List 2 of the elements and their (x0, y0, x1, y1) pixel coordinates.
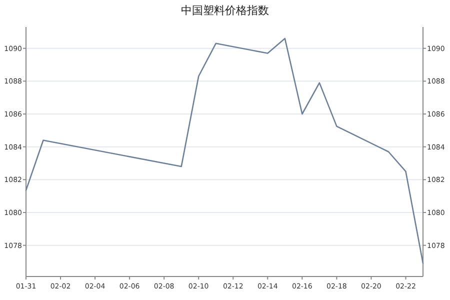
chart-title: 中国塑料价格指数 (181, 4, 269, 17)
line-series (25, 38, 424, 264)
